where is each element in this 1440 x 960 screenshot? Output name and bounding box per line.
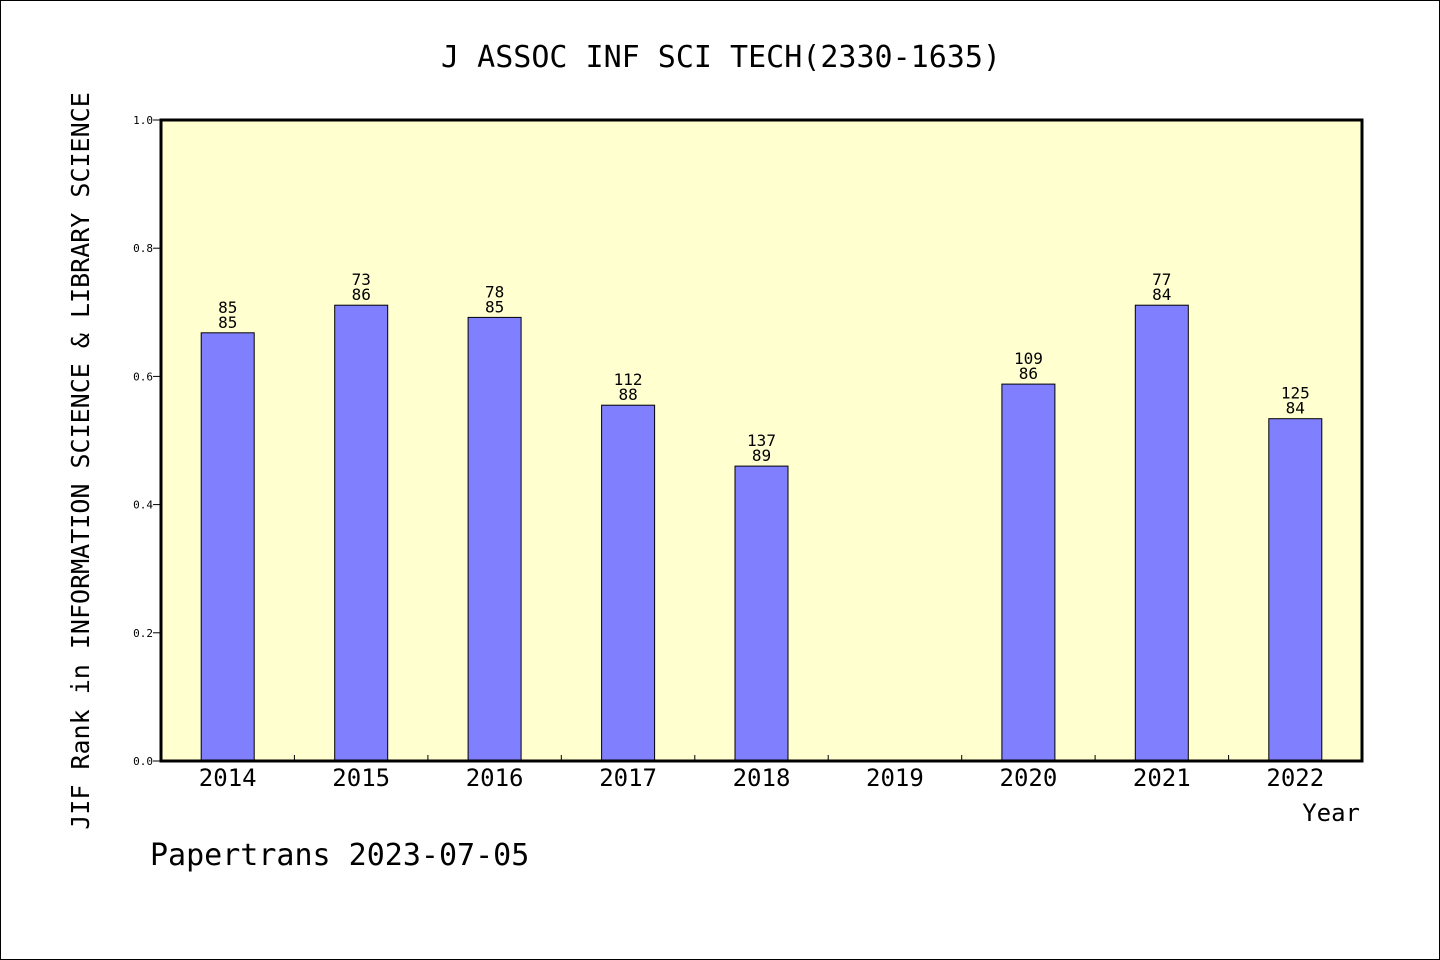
y-axis: 0.0 0.2 0.4 0.6 0.8 1.0 xyxy=(133,114,161,768)
bar-label-bottom-2015: 86 xyxy=(352,285,371,304)
x-tick-label-2022: 2022 xyxy=(1266,764,1324,792)
bar-label-top-2014: 85 xyxy=(218,298,237,317)
bar-label-top-2016: 78 xyxy=(485,282,504,301)
bar-label-top-2022: 125 xyxy=(1281,384,1310,403)
x-tick-label-2019: 2019 xyxy=(866,764,924,792)
footer-source-date: Papertrans 2023-07-05 xyxy=(150,838,529,873)
bar-label-top-2017: 112 xyxy=(614,370,643,389)
bar-2017 xyxy=(601,404,656,762)
bar-2015 xyxy=(334,304,389,762)
y-tick-label-0.4: 0.4 xyxy=(133,499,153,512)
x-tick-label-2020: 2020 xyxy=(1000,764,1058,792)
chart-title: J ASSOC INF SCI TECH(2330-1635) xyxy=(441,40,1001,75)
y-tick-label-0.6: 0.6 xyxy=(133,370,153,383)
bar-label-top-2018: 137 xyxy=(747,431,776,450)
x-tick-label-2017: 2017 xyxy=(599,764,657,792)
bar-2018 xyxy=(734,465,789,762)
y-tick-label-0.2: 0.2 xyxy=(133,627,153,640)
bar-label-bottom-2016: 85 xyxy=(485,297,504,316)
bar-label-top-2021: 77 xyxy=(1152,270,1171,289)
bar-2016 xyxy=(467,316,522,762)
x-tick-label-2021: 2021 xyxy=(1133,764,1191,792)
y-tick-label-0.0: 0.0 xyxy=(133,755,153,768)
x-tick-label-2018: 2018 xyxy=(733,764,791,792)
bar-label-bottom-2022: 84 xyxy=(1286,399,1305,418)
x-tick-label-2016: 2016 xyxy=(466,764,524,792)
x-tick-label-2014: 2014 xyxy=(199,764,257,792)
y-tick-label-0.8: 0.8 xyxy=(133,242,153,255)
y-tick-label-1.0: 1.0 xyxy=(133,114,153,127)
bar-label-bottom-2018: 89 xyxy=(752,446,771,465)
bar-2020 xyxy=(1001,383,1056,762)
x-axis-label: Year xyxy=(1302,799,1360,827)
bars-layer xyxy=(200,304,1323,762)
x-tick-label-2015: 2015 xyxy=(332,764,390,792)
plot-frame xyxy=(159,118,1364,763)
bar-label-bottom-2020: 86 xyxy=(1019,364,1038,383)
bar-label-bottom-2014: 85 xyxy=(218,313,237,332)
bar-label-bottom-2017: 88 xyxy=(618,385,637,404)
bar-label-top-2015: 73 xyxy=(352,270,371,289)
bar-2014 xyxy=(200,332,255,762)
bar-label-bottom-2021: 84 xyxy=(1152,285,1171,304)
y-axis-label: JIF Rank in INFORMATION SCIENCE & LIBRAR… xyxy=(66,92,95,830)
bar-label-top-2020: 109 xyxy=(1014,349,1043,368)
bar-2022 xyxy=(1268,418,1323,762)
bar-2021 xyxy=(1134,304,1189,762)
x-axis: 2014 2015 2016 2017 2018 2019 2020 2021 2022 xyxy=(199,755,1324,792)
